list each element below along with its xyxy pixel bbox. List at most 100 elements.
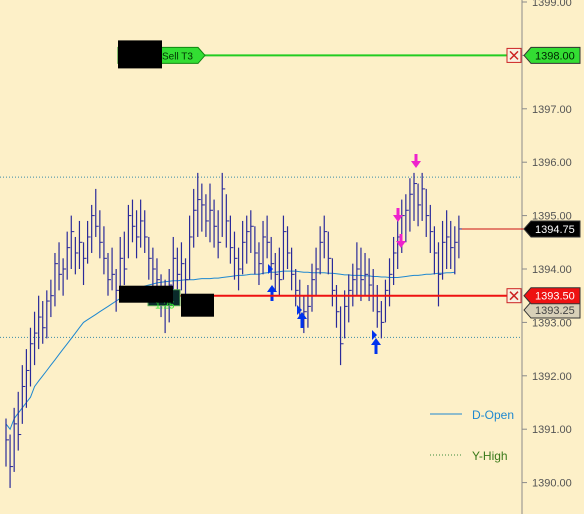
ohlc-bar [233, 231, 238, 280]
ohlc-bar [107, 252, 111, 296]
legend-d-open-label: D-Open [472, 408, 514, 422]
y-tick-label: 1393.00 [532, 317, 572, 329]
order-lines: Sell T3 1.25 [117, 40, 522, 317]
y-tick-label: 1391.00 [532, 424, 572, 436]
ohlc-bar [201, 183, 205, 232]
y-tick-label: 1396.00 [532, 157, 572, 169]
ohlc-bar [266, 215, 271, 259]
ohlc-bar [307, 285, 311, 328]
ohlc-bar [54, 252, 58, 307]
arrow-head [396, 241, 406, 248]
ohlc-bar [213, 199, 218, 248]
ohlc-bar [413, 172, 417, 221]
price-tag-shape [523, 301, 581, 319]
y-tick-label: 1395.00 [532, 211, 572, 223]
price-tags: 1393.25 1398.00 1393.50 1394.75 [523, 46, 581, 319]
price-tag-stop: 1393.50 [523, 287, 581, 305]
ohlc-bar [450, 220, 454, 269]
ohlc-bar [176, 247, 181, 296]
ohlc-bar [225, 194, 230, 248]
ohlc-bar [405, 194, 409, 243]
d-open-series-line [5, 270, 455, 431]
ohlc-bar [25, 349, 30, 408]
ohlc-bar [344, 290, 348, 339]
ohlc-bar [315, 247, 320, 296]
marker-icon [372, 330, 377, 340]
price-tag-text: 1394.75 [535, 224, 575, 236]
ohlc-bar [331, 258, 336, 307]
sell-arrow-icon [393, 208, 403, 222]
ohlc-bar [458, 215, 462, 259]
ohlc-bar [368, 258, 373, 302]
cancel-x-stroke [509, 50, 519, 60]
arrow-head [411, 161, 421, 168]
sell-t3-order-line: Sell T3 [117, 40, 522, 69]
y-axis-ticks: 1399.001398.001397.001396.001395.001394.… [522, 0, 572, 490]
ohlc-bar [376, 285, 381, 328]
y-tick-label: 1392.00 [532, 371, 572, 383]
sell-arrow-icon [411, 154, 421, 168]
price-tag-text: 1393.50 [535, 291, 575, 303]
stop-order-line: 1.25 [119, 285, 522, 317]
ohlc-bar [339, 306, 344, 366]
ohlc-bar [393, 236, 397, 286]
ohlc-bar [205, 194, 209, 237]
ohlc-bar [446, 210, 450, 269]
ohlc-bar [123, 231, 128, 286]
ohlc-bar [74, 236, 79, 275]
buy-arrow-icon [297, 312, 307, 328]
ohlc-bar [127, 204, 132, 259]
ohlc-bar [99, 210, 103, 259]
buy-arrow-icon [371, 338, 381, 354]
ohlc-bar [303, 295, 307, 334]
redaction-box [119, 285, 173, 303]
ohlc-bar [327, 231, 332, 275]
redaction-box [181, 293, 214, 317]
ohlc-bar [21, 365, 26, 424]
ohlc-bar [454, 226, 458, 275]
ohlc-bar [229, 215, 234, 264]
ohlc-bar [348, 274, 352, 323]
ohlc-bar [291, 247, 295, 291]
ohlc-bar [135, 210, 140, 259]
ohlc-bar [46, 290, 50, 339]
ohlc-bar [278, 247, 283, 296]
ohlc-bar [360, 247, 364, 302]
ohlc-bar [242, 220, 246, 275]
ohlc-bar [131, 199, 136, 243]
sell-arrow-icon [396, 234, 406, 248]
price-tag-last: 1394.75 [523, 220, 581, 238]
ohlc-bar [433, 226, 438, 275]
ohlc-bar [429, 204, 434, 253]
cancel-x-stroke [509, 291, 519, 301]
ohlc-bar [148, 236, 152, 280]
ohlc-bar [82, 242, 87, 286]
arrow-head [371, 338, 381, 345]
ohlc-bar [356, 242, 360, 296]
price-tag-shape [523, 287, 581, 305]
reference-lines [0, 176, 524, 338]
y-tick-label: 1394.00 [532, 264, 572, 276]
ohlc-bar [335, 285, 340, 328]
ohlc-bar [103, 226, 107, 275]
ohlc-bar [180, 242, 185, 291]
ohlc-bar [384, 279, 389, 323]
ohlc-bar [270, 236, 275, 280]
y-tick-label: 1397.00 [532, 104, 572, 116]
d-open-line [5, 270, 455, 431]
ohlc-bar [29, 327, 34, 387]
ohlc-bar [50, 279, 54, 318]
ohlc-bar [441, 220, 446, 280]
ohlc-bar [262, 220, 267, 275]
ohlc-bar [417, 183, 422, 227]
chart-legend: D-Open Y-High [430, 408, 514, 463]
ohlc-bar [193, 188, 197, 248]
ohlc-bar [258, 242, 262, 286]
ohlc-bar [17, 391, 22, 451]
ohlc-bar [111, 247, 116, 291]
ohlc-bar [380, 301, 385, 339]
price-tag-shape [523, 46, 581, 64]
marker-icon [268, 264, 273, 274]
